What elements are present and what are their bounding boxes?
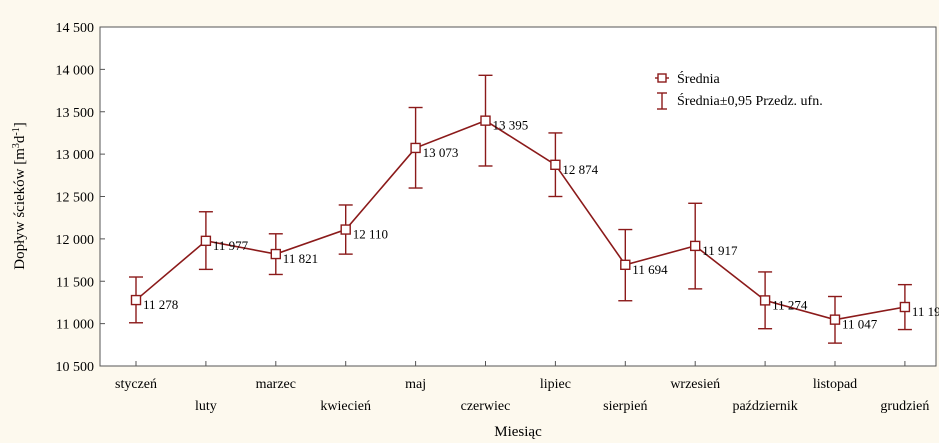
- value-label: 12 110: [353, 227, 388, 242]
- legend-ci-label: Średnia±0,95 Przedz. ufn.: [677, 92, 823, 109]
- value-label: 11 821: [283, 251, 318, 266]
- mean-marker: [899, 301, 911, 313]
- x-tick-label: sierpień: [603, 399, 647, 414]
- y-tick-label: 10 500: [56, 360, 95, 375]
- x-tick-label: styczeń: [115, 377, 157, 392]
- mean-marker: [480, 115, 491, 126]
- value-label: 11 694: [632, 262, 668, 277]
- y-axis: 10 500 11 000 11 500 12 000 12 500 13 000 13 5…: [56, 21, 105, 375]
- mean-series-line: [135, 119, 906, 321]
- value-label: 13 073: [423, 145, 459, 160]
- x-tick-label: październik: [732, 399, 797, 414]
- x-tick-label: czerwiec: [461, 399, 511, 414]
- y-axis-title: Dopływ ścieków [m3d-1]: [11, 122, 28, 270]
- value-label: 11 977: [213, 238, 249, 253]
- mean-marker: [829, 314, 841, 325]
- value-label: 12 874: [562, 162, 598, 177]
- x-tick-label: marzec: [256, 377, 296, 392]
- y-tick-label: 11 000: [56, 318, 94, 333]
- y-tick-label: 13 500: [56, 106, 95, 121]
- mean-marker: [200, 235, 212, 247]
- y-tick-label: 12 000: [56, 233, 95, 248]
- y-tick-label: 14 000: [56, 63, 95, 78]
- mean-marker: [340, 224, 351, 235]
- y-tick-label: 12 500: [56, 191, 95, 206]
- x-tick-label: lipiec: [540, 377, 571, 392]
- value-label: 13 395: [493, 118, 529, 133]
- mean-marker: [620, 259, 631, 271]
- value-label: 11 274: [772, 297, 808, 312]
- x-tick-label: luty: [195, 399, 217, 414]
- x-axis-title: Miesiąc: [494, 424, 542, 440]
- x-tick-label: grudzień: [880, 399, 929, 414]
- mean-marker: [759, 295, 771, 306]
- legend: Średnia Średnia±0,95 Przedz. ufn.: [655, 70, 823, 110]
- mean-marker: [690, 240, 701, 252]
- value-label: 11 917: [702, 243, 738, 258]
- mean-marker: [270, 248, 281, 260]
- y-tick-label: 14 500: [56, 21, 95, 36]
- y-tick-label: 13 000: [56, 148, 95, 163]
- plot-area: [99, 26, 937, 367]
- mean-marker: [130, 294, 142, 306]
- value-label: 11 047: [842, 317, 878, 332]
- mean-markers: [130, 115, 911, 325]
- value-label: 11 196: [912, 304, 939, 319]
- legend-mean-label: Średnia: [677, 70, 721, 87]
- x-tick-label: listopad: [813, 377, 857, 392]
- x-tick-label: maj: [405, 377, 426, 392]
- mean-marker: [410, 142, 421, 154]
- value-label: 11 278: [143, 297, 178, 312]
- legend-mean-marker: [657, 73, 667, 83]
- y-tick-label: 11 500: [56, 275, 94, 290]
- x-tick-label: wrzesień: [670, 377, 720, 392]
- x-axis: styczeń luty marzec kwiecień maj czerwiec lipi…: [115, 361, 929, 414]
- value-labels: 11 278 11 977 11 821 12 110 13 073 13 395 12 8…: [143, 118, 939, 332]
- x-tick-label: kwiecień: [320, 399, 371, 414]
- mean-marker: [550, 159, 561, 171]
